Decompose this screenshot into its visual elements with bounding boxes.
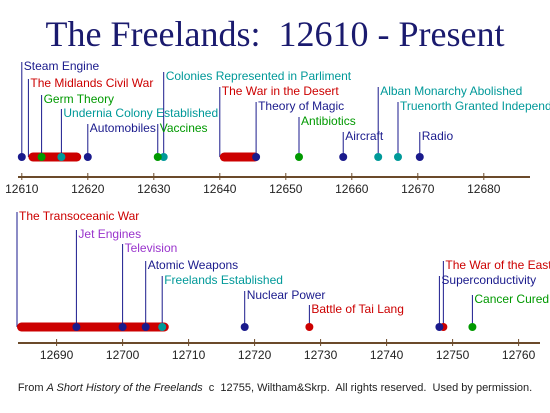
event-label: Automobiles <box>90 121 156 135</box>
tick-label: 12650 <box>269 182 303 196</box>
event-label: Vaccines <box>160 121 208 135</box>
range-label: The Midlands Civil War <box>30 76 153 90</box>
tick-label: 12620 <box>71 182 105 196</box>
tick-label: 12630 <box>137 182 171 196</box>
page-title: The Freelands: 12610 - Present <box>46 14 505 54</box>
tick-label: 12670 <box>401 182 435 196</box>
event-dot <box>252 153 261 161</box>
footer-prefix: From <box>18 382 44 394</box>
event-dot <box>17 153 26 161</box>
tick-label: 12660 <box>335 182 369 196</box>
range-bar <box>28 152 82 162</box>
event-label: Steam Engine <box>24 59 100 73</box>
tick-label: 12700 <box>106 348 140 362</box>
event-label: Cancer Cured <box>474 292 549 306</box>
event-dot <box>158 323 167 331</box>
event-label: Truenorth Granted Independance <box>400 99 550 113</box>
event-dot <box>468 323 477 331</box>
event-label: Theory of Magic <box>258 99 344 113</box>
event-dot <box>37 153 46 161</box>
tick-label: 12720 <box>238 348 272 362</box>
event-dot <box>153 153 162 161</box>
range-bar <box>219 152 260 162</box>
tick-label: 12610 <box>5 182 39 196</box>
range-label: The War in the Desert <box>222 84 340 98</box>
event-dot <box>118 323 127 331</box>
event-label: The War of the Eastern Sea <box>445 258 550 272</box>
event-label: Germ Theory <box>44 92 114 106</box>
event-label: Nuclear Power <box>247 288 326 302</box>
event-dot <box>295 153 303 161</box>
footer-rest: c 12755, Wiltham&Skrp. All rights reserv… <box>209 382 532 394</box>
tick-label: 12640 <box>203 182 237 196</box>
event-label: Television <box>125 241 178 255</box>
event-dot <box>141 323 150 331</box>
event-dot <box>339 153 348 161</box>
tick-label: 12750 <box>436 348 470 362</box>
event-label: Antibiotics <box>301 114 356 128</box>
tick-label: 12690 <box>40 348 74 362</box>
footer-book: A Short History of the Freelands <box>46 382 204 394</box>
event-dot <box>240 323 249 331</box>
tick-label: 12760 <box>502 348 536 362</box>
event-dot <box>83 153 92 161</box>
event-dot <box>374 153 383 161</box>
event-dot <box>394 153 402 161</box>
event-dot <box>159 153 168 161</box>
range-bar <box>17 322 169 332</box>
tick-label: 12740 <box>370 348 404 362</box>
tick-label: 12710 <box>172 348 206 362</box>
tick-label: 12730 <box>304 348 338 362</box>
range-label: The Transoceanic War <box>19 209 139 223</box>
event-dot <box>72 323 81 331</box>
event-label: Atomic Weapons <box>148 258 239 272</box>
event-dot <box>415 153 424 161</box>
event-dot <box>305 323 314 331</box>
event-dot <box>435 323 444 331</box>
event-label: Alban Monarchy Abolished <box>380 84 522 98</box>
event-dot <box>57 153 66 161</box>
footer: From A Short History of the Freelands c … <box>18 382 532 394</box>
event-label: Battle of Tai Lang <box>311 302 404 316</box>
tick-label: 12680 <box>467 182 501 196</box>
event-label: Jet Engines <box>78 227 141 241</box>
event-label: Superconductivity <box>441 273 536 287</box>
event-label: Freelands Established <box>164 273 283 287</box>
event-label: Radio <box>422 129 454 143</box>
event-label: Undernia Colony Established <box>63 106 218 120</box>
event-label: Aircraft <box>345 129 384 143</box>
event-label: Colonies Represented in Parliment <box>166 69 352 83</box>
